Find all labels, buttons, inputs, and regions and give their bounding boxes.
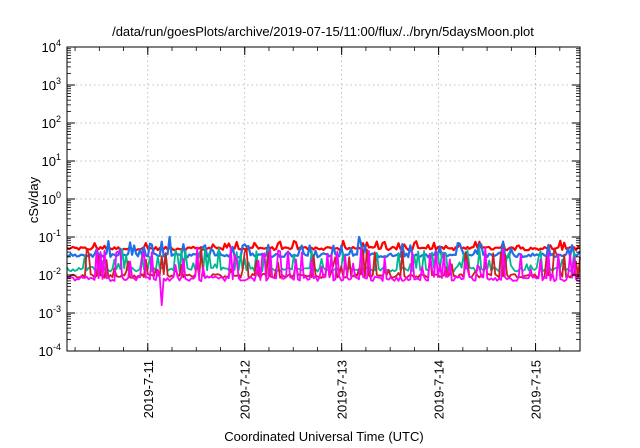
y-tick-label: 10-1 <box>39 228 61 245</box>
x-tick-label: 2019-7-13 <box>335 360 350 419</box>
x-tick-label: 2019-7-14 <box>432 360 447 419</box>
series-line <box>66 235 581 259</box>
y-tick-label: 10-2 <box>39 266 61 283</box>
series-layer <box>66 235 581 307</box>
grid <box>67 46 580 352</box>
x-tick-label: 2019-7-12 <box>238 360 253 419</box>
x-ticks: 2019-7-11 2019-7-12 2019-7-13 2019-7-14 2019… <box>74 47 561 419</box>
x-axis-label: Coordinated Universal Time (UTC) <box>224 429 423 444</box>
y-tick-label: 102 <box>42 114 61 131</box>
y-tick-label: 104 <box>42 38 61 55</box>
y-tick-label: 100 <box>42 190 61 207</box>
y-ticks: 10-4 10-3 10-2 10-1 100 101 102 103 104 <box>39 38 580 359</box>
y-tick-label: 10-4 <box>39 342 61 359</box>
chart-title: /data/run/goesPlots/archive/2019-07-15/1… <box>112 24 534 39</box>
y-tick-label: 103 <box>42 76 61 93</box>
y-tick-label: 10-3 <box>39 304 61 321</box>
y-axis-label: cSv/day <box>26 176 41 223</box>
series-line <box>66 246 581 307</box>
x-tick-label: 2019-7-11 <box>141 360 156 418</box>
x-tick-label: 2019-7-15 <box>529 360 544 419</box>
y-tick-label: 101 <box>42 152 61 169</box>
